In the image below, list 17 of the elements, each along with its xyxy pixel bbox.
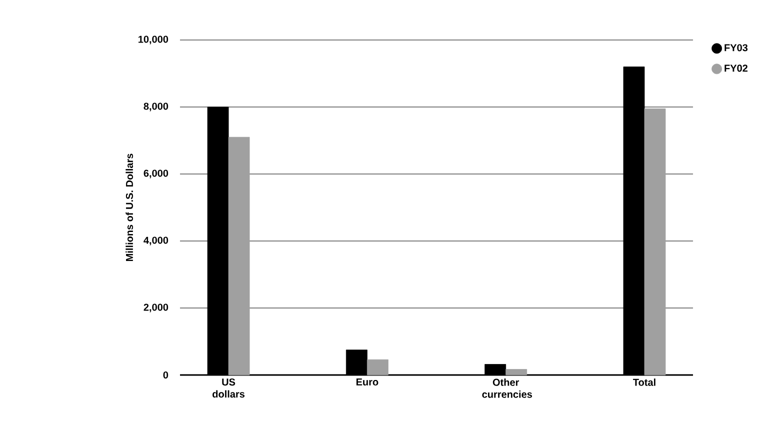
bar <box>228 136 250 376</box>
legend-label: FY02 <box>724 64 748 72</box>
y-axis-title: Millions of U.S. Dollars <box>126 154 134 261</box>
y-tick-label: 2,000 <box>144 304 168 312</box>
bar <box>366 359 388 376</box>
y-tick-label: 4,000 <box>144 236 168 246</box>
x-tick-label: US dollars <box>212 378 245 398</box>
y-tick-label: 8,000 <box>144 102 168 112</box>
x-tick-label: Euro <box>356 378 378 386</box>
x-tick-label: Other currencies <box>482 378 532 398</box>
x-tick-label: Total <box>633 378 656 386</box>
y-tick-label: 10,000 <box>138 36 168 44</box>
y-tick-label: 0 <box>163 371 168 379</box>
bar <box>506 369 528 376</box>
bar <box>644 108 666 376</box>
y-tick-label: 6,000 <box>144 170 168 178</box>
legend-label: FY03 <box>724 44 748 52</box>
